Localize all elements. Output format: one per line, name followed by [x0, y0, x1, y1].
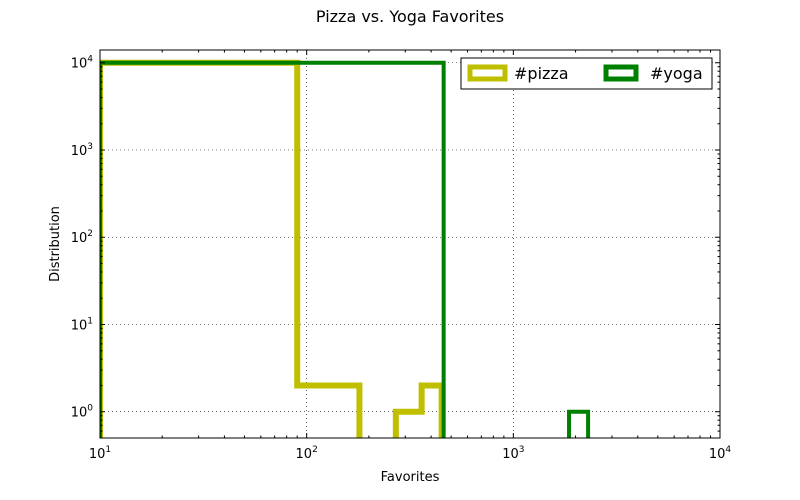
x-tick-label: 103: [502, 445, 524, 462]
series-yoga-step: [100, 60, 591, 438]
legend-label-yoga: #yoga: [650, 64, 703, 83]
y-tick-label: 102: [71, 229, 93, 246]
legend-label-pizza: #pizza: [514, 64, 569, 83]
y-tick-label: 103: [71, 142, 93, 159]
chart-title: Pizza vs. Yoga Favorites: [316, 7, 504, 26]
x-tick-label: 102: [296, 445, 318, 462]
x-tick-label: 101: [89, 445, 111, 462]
legend-swatch-pizza: [467, 64, 508, 82]
legend-swatch-yoga: [603, 64, 639, 82]
x-tick-label: 104: [709, 445, 732, 462]
series-layer: [100, 59, 591, 438]
ticks: 101 102 103 104 100 101 102 103 104: [71, 50, 732, 462]
y-tick-label: 104: [71, 55, 94, 72]
y-axis-label: Distribution: [48, 206, 63, 282]
x-axis-label: Favorites: [381, 470, 440, 485]
y-tick-label: 101: [71, 316, 93, 333]
y-tick-label: 100: [71, 404, 94, 421]
legend: #pizza #yoga: [460, 57, 713, 90]
plot-background: [100, 50, 720, 438]
plot-frame: [99, 49, 721, 439]
